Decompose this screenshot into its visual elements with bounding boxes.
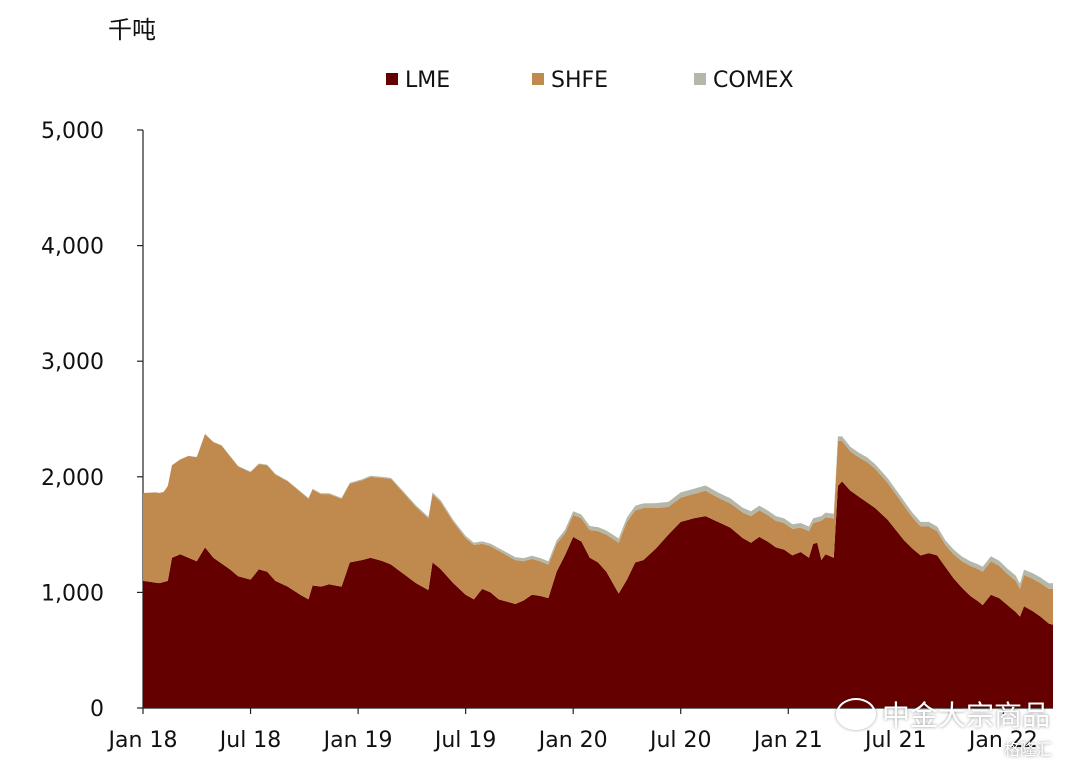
y-tick-label: 5,000 (41, 119, 104, 144)
wechat-icon (836, 698, 876, 730)
x-tick-label: Jul 21 (863, 728, 927, 753)
x-tick-label: Jan 18 (107, 728, 178, 753)
x-axis: Jan 18 Jul 18 Jan 19 Jul 19 Jan 20 Jul 20 Jan … (107, 707, 1053, 753)
x-tick-label: Jan 21 (752, 728, 823, 753)
legend-label-comex: COMEX (713, 68, 794, 93)
watermark-small: 格隆汇 (1004, 740, 1053, 759)
x-tick-label: Jul 18 (218, 728, 282, 753)
x-tick-label: Jul 19 (433, 728, 497, 753)
y-tick-label: 0 (90, 697, 104, 722)
plot-areas (143, 433, 1053, 708)
legend-swatch-lme (386, 73, 398, 85)
x-tick-label: Jan 20 (537, 728, 608, 753)
legend-swatch-shfe (532, 73, 544, 85)
y-tick-label: 1,000 (41, 581, 104, 606)
legend-swatch-comex (694, 73, 706, 85)
legend-label-shfe: SHFE (551, 68, 608, 93)
area-lme (143, 481, 1053, 708)
x-tick-label: Jul 20 (648, 728, 712, 753)
legend: LME SHFE COMEX (386, 68, 794, 93)
x-tick-label: Jan 22 (967, 728, 1038, 753)
area-shfe (143, 434, 1053, 625)
y-axis: 0 1,000 2,000 3,000 4,000 5,000 (41, 119, 144, 722)
y-tick-label: 4,000 (41, 235, 104, 260)
y-tick-label: 2,000 (41, 466, 104, 491)
y-tick-label: 3,000 (41, 350, 104, 375)
y-unit-label: 千吨 (108, 16, 156, 44)
legend-label-lme: LME (405, 68, 450, 93)
watermark-text: 中金大宗商品 (882, 699, 1051, 732)
x-tick-label: Jan 19 (322, 728, 393, 753)
